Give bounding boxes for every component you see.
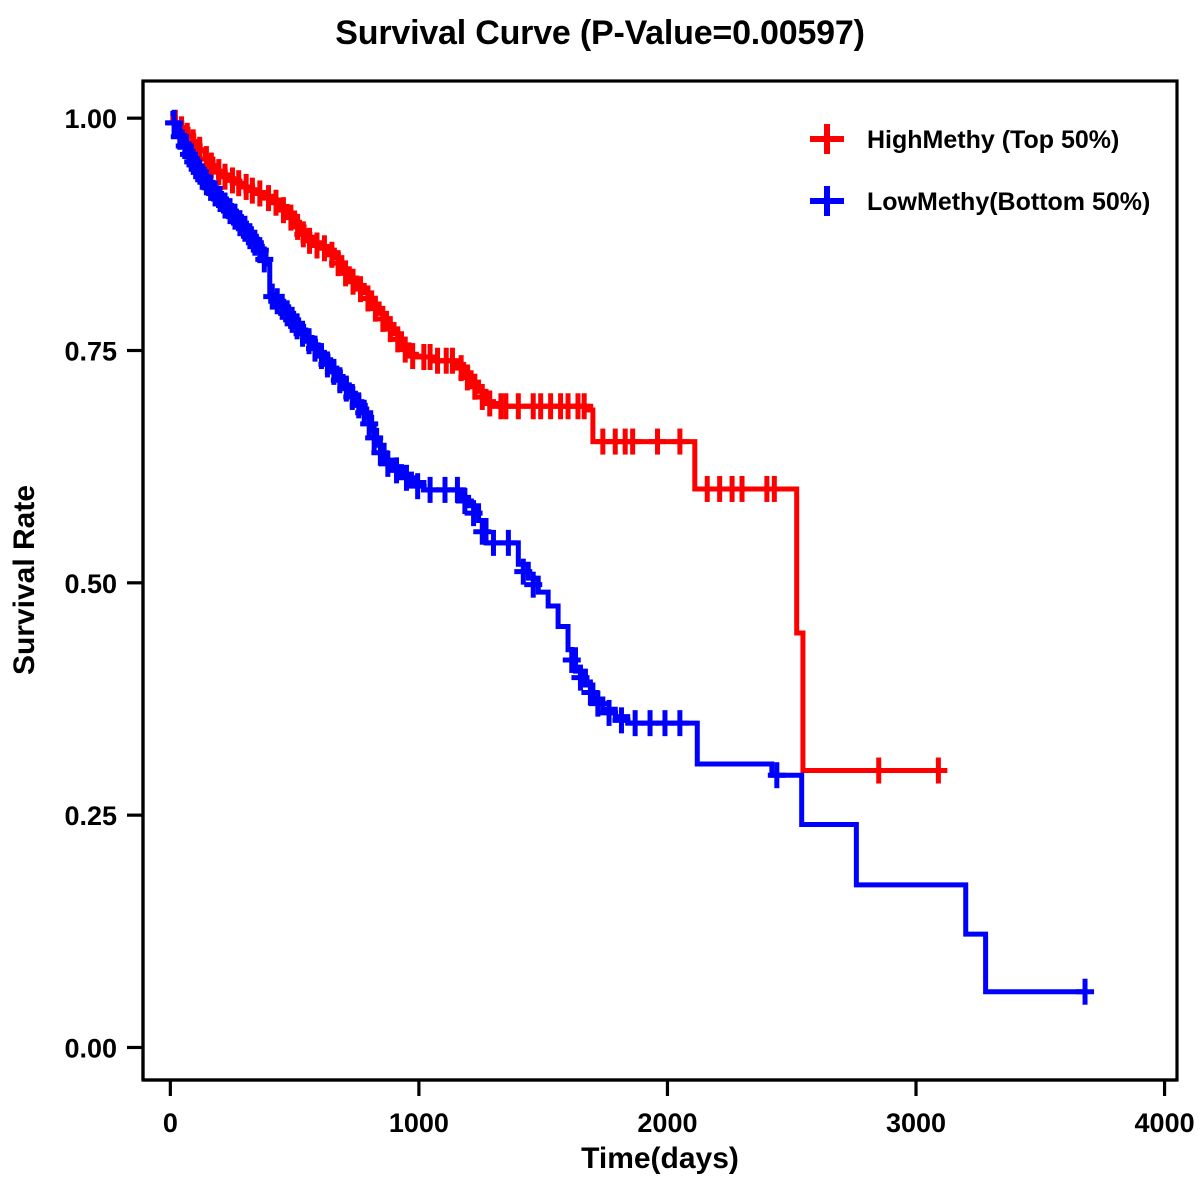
censor-marks (166, 109, 948, 784)
y-tick-label: 0.00 (64, 1033, 117, 1063)
y-tick-label: 0.50 (64, 569, 117, 599)
legend-entry: HighMethy (Top 50%) (810, 124, 1119, 154)
x-axis: 0 1000 2000 3000 4000 (143, 1078, 1195, 1138)
y-axis-title: Survival Rate (8, 485, 41, 675)
censor-marks (165, 109, 1095, 1005)
y-tick-label: 0.75 (64, 336, 117, 366)
legend-label: HighMethy (Top 50%) (867, 126, 1119, 154)
x-tick-label: 0 (163, 1108, 178, 1138)
x-tick-label: 2000 (637, 1108, 697, 1138)
chart-legend: HighMethy (Top 50%) LowMethy(Bottom 50%) (810, 124, 1150, 216)
series-high-methy (166, 109, 948, 784)
legend-label: LowMethy(Bottom 50%) (867, 188, 1150, 216)
x-axis-title: Time(days) (581, 1142, 739, 1175)
y-axis: 0.00 0.25 0.50 0.75 1.00 (64, 81, 145, 1080)
y-tick-label: 0.25 (64, 801, 117, 831)
data-series-group (165, 109, 1095, 1005)
series-low-methy (165, 109, 1095, 1005)
x-tick-label: 4000 (1135, 1108, 1195, 1138)
y-tick-label: 1.00 (64, 104, 117, 134)
x-tick-label: 3000 (886, 1108, 946, 1138)
x-tick-label: 1000 (389, 1108, 449, 1138)
legend-entry: LowMethy(Bottom 50%) (810, 186, 1150, 216)
chart-title: Survival Curve (P-Value=0.00597) (335, 14, 865, 52)
